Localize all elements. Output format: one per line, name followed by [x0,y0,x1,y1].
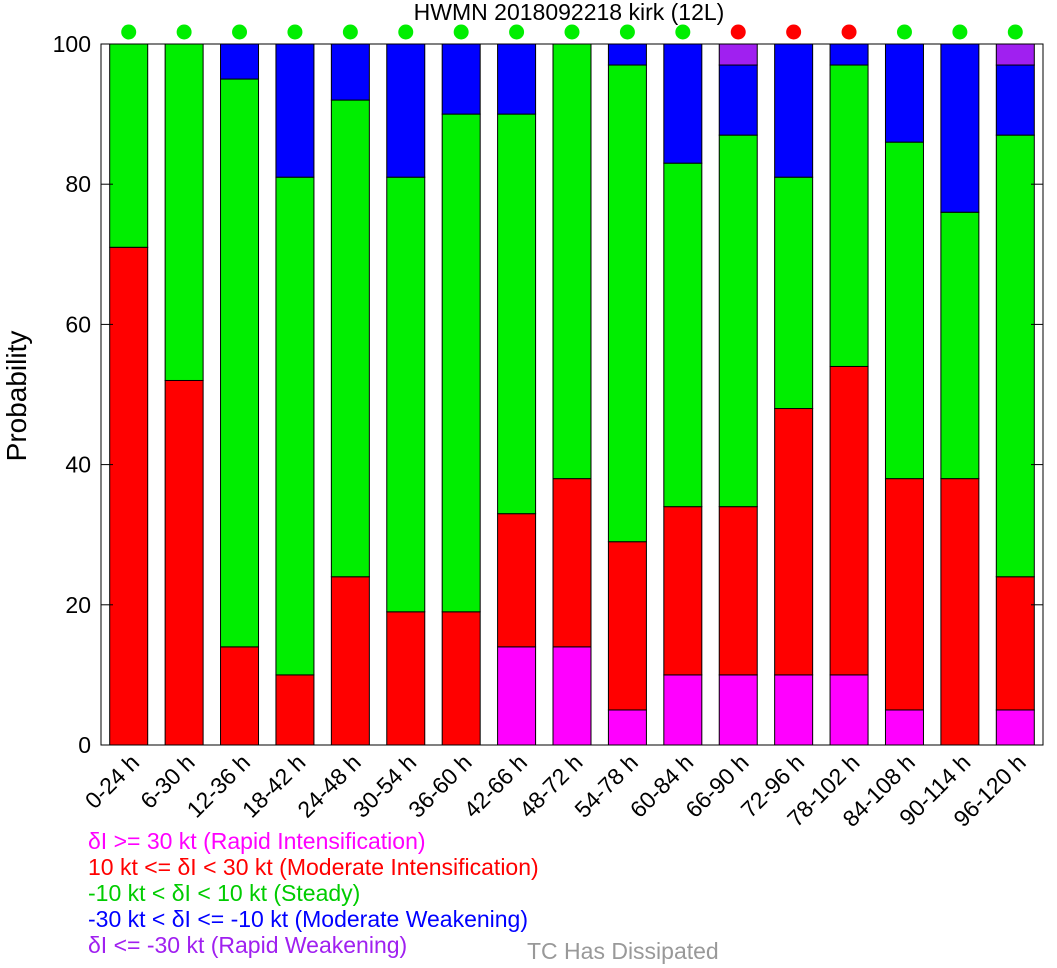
bar-segment-3-11 [718,64,758,136]
bar-segment-2-8 [552,43,592,480]
indicator-dot-8 [564,24,580,40]
bar-segment-1-6 [441,611,481,746]
bar-segment-1-15 [940,478,980,746]
indicator-dot-11 [730,24,746,40]
indicator-dot-6 [453,24,469,40]
indicator-dot-13 [841,24,857,40]
dissipated-label: TC Has Dissipated [527,938,719,964]
legend-entry-rapid-intensification: δI >= 30 kt (Rapid Intensification) [88,828,426,854]
legend-entry-moderate-intensification: 10 kt <= δI < 30 kt (Moderate Intensific… [88,854,539,880]
bar-segment-2-9 [607,64,647,543]
indicator-dot-5 [398,24,414,40]
bar-segment-1-14 [884,478,924,711]
bar-segment-2-5 [386,176,426,613]
bar-segment-1-12 [774,408,814,676]
bar-segment-3-12 [774,43,814,178]
bar-segment-1-0 [109,246,149,746]
bar-segment-1-7 [497,513,537,648]
y-tick-label-1: 20 [65,592,91,618]
bar-segment-3-14 [884,43,924,143]
bar-segment-0-8 [552,646,592,746]
bar-segment-3-7 [497,43,537,115]
legend-entry-steady: -10 kt < δI < 10 kt (Steady) [88,880,361,906]
bar-segment-0-14 [884,709,924,746]
bar-segment-2-14 [884,141,924,480]
bar-segment-1-13 [829,365,869,676]
plot-frame [100,43,1044,746]
bar-segment-0-16 [995,709,1035,746]
bar-segment-3-6 [441,43,481,115]
bar-segment-2-4 [330,99,370,578]
indicator-dot-2 [232,24,248,40]
bar-segment-2-6 [441,113,481,613]
bar-segment-0-10 [663,674,703,746]
bar-segment-1-2 [220,646,260,746]
bar-segment-1-9 [607,541,647,711]
indicator-dot-12 [786,24,802,40]
bar-segment-2-3 [275,176,315,676]
legend: δI >= 30 kt (Rapid Intensification) 10 k… [88,828,539,958]
bar-segment-0-7 [497,646,537,746]
bar-segment-2-13 [829,64,869,367]
bar-segment-1-10 [663,506,703,676]
bar-segment-0-11 [718,674,758,746]
indicator-dot-7 [509,24,525,40]
bar-segment-3-4 [330,43,370,101]
y-tick-label-2: 40 [65,452,91,478]
bar-segment-1-11 [718,506,758,676]
indicator-dot-9 [619,24,635,40]
bar-segment-2-1 [164,43,204,381]
indicator-dot-1 [176,24,192,40]
indicator-dot-15 [952,24,968,40]
bar-segment-1-3 [275,674,315,746]
bar-segment-1-5 [386,611,426,746]
bar-segment-2-16 [995,134,1035,578]
indicator-dot-14 [896,24,912,40]
bar-segment-2-15 [940,211,980,480]
y-tick-label-0: 0 [78,732,91,758]
bar-segment-3-9 [607,43,647,66]
indicator-dot-4 [342,24,358,40]
bar-segment-2-7 [497,113,537,515]
x-tick-label-0: 0-24 h [80,749,145,814]
indicator-dot-16 [1007,24,1023,40]
bar-segment-3-10 [663,43,703,164]
bar-segment-3-2 [220,43,260,80]
chart-title: HWMN 2018092218 kirk (12L) [414,0,725,25]
y-tick-label-3: 60 [65,311,91,337]
y-tick-label-4: 80 [65,171,91,197]
indicator-dot-3 [287,24,303,40]
bar-segment-2-0 [109,43,149,248]
bar-segment-1-8 [552,478,592,648]
bar-segment-3-15 [940,43,980,213]
bar-segment-1-4 [330,576,370,746]
legend-entry-moderate-weakening: -30 kt < δI <= -10 kt (Moderate Weakenin… [88,906,529,932]
bar-segment-3-5 [386,43,426,178]
indicator-dot-0 [121,24,137,40]
bar-segment-3-3 [275,43,315,178]
bar-segment-2-12 [774,176,814,410]
bar-segment-4-16 [995,43,1035,66]
bar-segment-4-11 [718,43,758,66]
bar-segment-3-16 [995,64,1035,136]
bar-segment-1-16 [995,576,1035,711]
bar-segment-1-1 [164,379,204,746]
bar-segment-0-12 [774,674,814,746]
bar-segment-2-11 [718,134,758,508]
bar-segment-0-13 [829,674,869,746]
y-tick-label-5: 100 [53,31,91,57]
legend-entry-rapid-weakening: δI <= -30 kt (Rapid Weakening) [88,932,408,958]
bar-segment-0-9 [607,709,647,746]
bar-segment-2-10 [663,162,703,508]
indicator-dot-10 [675,24,691,40]
y-axis-label: Probability [1,331,32,462]
bar-segment-3-13 [829,43,869,66]
bar-segment-2-2 [220,78,260,648]
